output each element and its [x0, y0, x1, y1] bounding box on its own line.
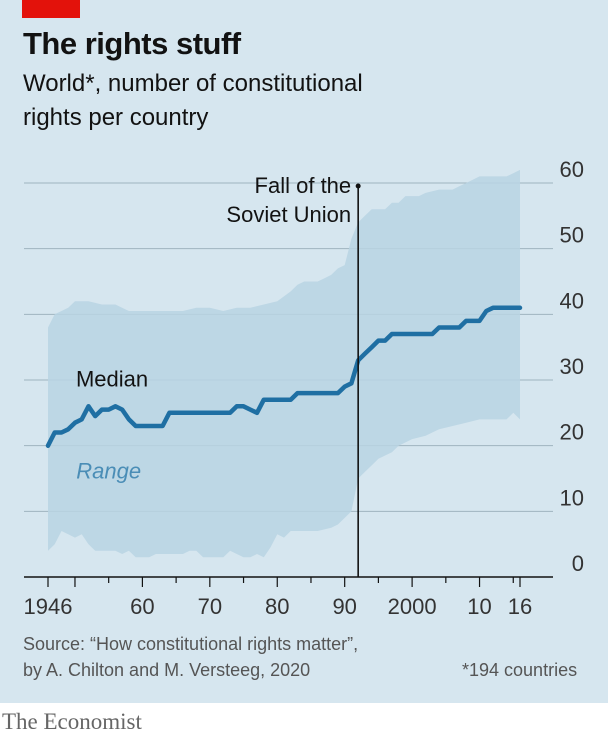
y-tick-label: 10: [560, 485, 584, 510]
x-tick-label: 70: [198, 594, 222, 619]
y-tick-label: 50: [560, 223, 584, 248]
y-tick-label: 20: [560, 420, 584, 445]
x-tick-label: 1946: [24, 594, 73, 619]
y-tick-label: 30: [560, 354, 584, 379]
x-tick-label: 80: [265, 594, 289, 619]
rights-chart: Median Range Fall of the Soviet Union 0 10 20…: [24, 157, 584, 619]
range-label: Range: [76, 459, 141, 484]
median-label: Median: [76, 367, 148, 392]
range-area-layer: [48, 169, 520, 558]
x-tick-label: 2000: [388, 594, 437, 619]
footnote: *194 countries: [462, 660, 578, 680]
source-line-1: Source: “How constitutional rights matte…: [23, 634, 359, 654]
soviet-union-marker-dot: [355, 183, 361, 189]
x-tick-label: 60: [130, 594, 154, 619]
range-area: [48, 169, 520, 558]
brand-logo-text: The Economist: [2, 709, 142, 734]
x-tick-label: 90: [332, 594, 356, 619]
chart-subtitle-line-2: rights per country: [23, 104, 209, 131]
y-tick-label: 40: [560, 288, 584, 313]
soviet-union-label-line-2: Soviet Union: [226, 202, 351, 227]
axis-layer: 0 10 20 30 40 50 60 1946 60 70 80 90 2000 10 16: [24, 157, 584, 619]
source-line-2: by A. Chilton and M. Versteeg, 2020: [23, 660, 311, 680]
median-line: [45, 305, 523, 448]
brand-red-tag: [22, 0, 80, 18]
soviet-union-label-line-1: Fall of the: [255, 173, 352, 198]
annotation-layer: Median Range Fall of the Soviet Union: [76, 173, 361, 577]
chart-subtitle-line-1: World*, number of constitutional: [23, 70, 363, 97]
y-tick-label: 0: [572, 551, 584, 576]
x-tick-label: 10: [467, 594, 491, 619]
median-line-layer: [45, 305, 523, 448]
chart-title: The rights stuff: [23, 26, 241, 61]
y-tick-label: 60: [560, 157, 584, 182]
x-tick-label: 16: [508, 594, 532, 619]
